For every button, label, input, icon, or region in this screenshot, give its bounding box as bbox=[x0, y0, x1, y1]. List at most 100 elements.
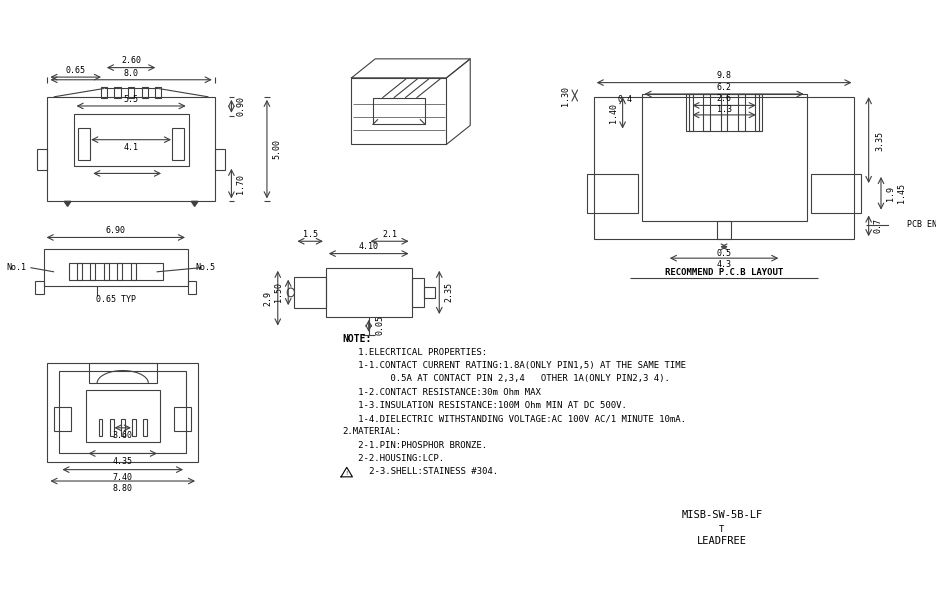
Bar bbox=[593, 97, 855, 239]
Bar bbox=[352, 78, 446, 144]
Text: 5.00: 5.00 bbox=[272, 139, 281, 159]
Text: 0.05: 0.05 bbox=[375, 315, 385, 335]
Text: 2.6: 2.6 bbox=[717, 95, 732, 103]
Bar bbox=[74, 113, 188, 166]
Text: 2.60: 2.60 bbox=[121, 56, 141, 65]
Text: 0.65: 0.65 bbox=[66, 66, 86, 75]
Text: 2-1.PIN:PHOSPHOR BRONZE.: 2-1.PIN:PHOSPHOR BRONZE. bbox=[342, 441, 487, 450]
Bar bbox=[48, 97, 214, 201]
Text: 0.90: 0.90 bbox=[237, 96, 245, 116]
Bar bbox=[641, 94, 807, 221]
Text: 3.35: 3.35 bbox=[875, 132, 885, 152]
Bar bbox=[77, 264, 81, 280]
Text: 1-2.CONTACT RESISTANCE:30m Ohm MAX: 1-2.CONTACT RESISTANCE:30m Ohm MAX bbox=[342, 388, 541, 396]
Text: 1.ELECRTICAL PROPERTIES:: 1.ELECRTICAL PROPERTIES: bbox=[342, 348, 487, 357]
Text: 0.4: 0.4 bbox=[617, 95, 632, 104]
Text: 1.50: 1.50 bbox=[274, 282, 284, 302]
Text: 8.0: 8.0 bbox=[124, 68, 139, 78]
Text: MISB-SW-5B-LF: MISB-SW-5B-LF bbox=[681, 510, 763, 520]
Bar bbox=[101, 87, 107, 98]
Text: 1.9: 1.9 bbox=[886, 186, 895, 201]
Bar bbox=[174, 407, 191, 431]
Text: 4.10: 4.10 bbox=[358, 242, 379, 251]
Text: 1.40: 1.40 bbox=[608, 103, 618, 123]
Bar bbox=[755, 94, 762, 132]
Bar bbox=[60, 371, 186, 453]
Bar bbox=[141, 87, 148, 98]
Bar bbox=[686, 94, 693, 132]
Text: 0.5A AT CONTACT PIN 2,3,4   OTHER 1A(ONLY PIN2,3 4).: 0.5A AT CONTACT PIN 2,3,4 OTHER 1A(ONLY … bbox=[342, 375, 670, 383]
Bar bbox=[214, 149, 226, 170]
Bar bbox=[155, 87, 161, 98]
Bar bbox=[121, 419, 124, 436]
Polygon shape bbox=[65, 201, 71, 207]
Text: 4.35: 4.35 bbox=[112, 456, 133, 465]
Text: T: T bbox=[719, 525, 724, 534]
Text: NOTE:: NOTE: bbox=[342, 335, 372, 344]
Bar bbox=[114, 87, 121, 98]
Text: 6.2: 6.2 bbox=[717, 83, 732, 92]
Text: 4.3: 4.3 bbox=[717, 261, 732, 269]
Bar bbox=[326, 268, 412, 317]
Bar bbox=[90, 264, 95, 280]
Text: 5.5: 5.5 bbox=[124, 95, 139, 104]
Bar bbox=[104, 264, 109, 280]
Text: 2.35: 2.35 bbox=[445, 282, 453, 302]
Bar bbox=[54, 407, 71, 431]
Text: 0.5: 0.5 bbox=[717, 249, 732, 258]
Bar bbox=[78, 128, 91, 159]
Polygon shape bbox=[191, 201, 198, 207]
Text: 2.9: 2.9 bbox=[264, 291, 272, 305]
Text: LEADFREE: LEADFREE bbox=[697, 536, 747, 547]
Bar bbox=[128, 87, 134, 98]
Bar bbox=[721, 94, 727, 132]
Bar bbox=[738, 94, 745, 132]
Bar bbox=[37, 149, 48, 170]
Bar bbox=[424, 287, 434, 298]
Text: 2-2.HOUSING:LCP.: 2-2.HOUSING:LCP. bbox=[342, 454, 444, 463]
Text: 2-3.SHELL:STAINESS #304.: 2-3.SHELL:STAINESS #304. bbox=[354, 467, 499, 476]
Bar bbox=[717, 221, 731, 239]
Bar bbox=[68, 264, 163, 280]
Text: 1.3: 1.3 bbox=[717, 105, 732, 114]
Bar bbox=[44, 249, 188, 287]
Bar bbox=[143, 419, 147, 436]
Text: No.5: No.5 bbox=[196, 263, 215, 272]
Text: !: ! bbox=[345, 470, 348, 476]
Text: 8.80: 8.80 bbox=[112, 484, 133, 493]
Text: 1.70: 1.70 bbox=[237, 173, 245, 193]
Text: 1-1.CONTACT CURRENT RATING:1.8A(ONLY PIN1,5) AT THE SAME TIME: 1-1.CONTACT CURRENT RATING:1.8A(ONLY PIN… bbox=[342, 361, 686, 370]
Bar bbox=[373, 98, 425, 124]
Text: PCB END: PCB END bbox=[907, 221, 936, 230]
Text: RECOMMEND P.C.B LAYOUT: RECOMMEND P.C.B LAYOUT bbox=[665, 268, 783, 277]
Bar bbox=[587, 174, 637, 213]
Text: 0.7: 0.7 bbox=[873, 218, 883, 233]
Text: 1.30: 1.30 bbox=[561, 85, 570, 105]
Bar bbox=[811, 174, 861, 213]
Text: 1.5: 1.5 bbox=[302, 230, 317, 239]
Text: 6.90: 6.90 bbox=[106, 226, 125, 235]
Text: 2.MATERIAL:: 2.MATERIAL: bbox=[342, 427, 402, 436]
Bar bbox=[690, 94, 759, 132]
Bar bbox=[704, 94, 710, 132]
Text: 7.40: 7.40 bbox=[112, 473, 133, 482]
Bar bbox=[295, 277, 326, 308]
Bar bbox=[110, 419, 113, 436]
Bar bbox=[48, 363, 198, 462]
Bar bbox=[131, 264, 136, 280]
Text: 3.60: 3.60 bbox=[112, 431, 133, 440]
Bar bbox=[85, 390, 160, 442]
Text: 1-4.DIELECTRIC WITHSTANDING VOLTAGE:AC 100V AC/1 MINUTE 10mA.: 1-4.DIELECTRIC WITHSTANDING VOLTAGE:AC 1… bbox=[342, 414, 686, 423]
Bar bbox=[172, 128, 184, 159]
Bar bbox=[98, 419, 102, 436]
Bar bbox=[36, 281, 44, 294]
Text: 0.65 TYP: 0.65 TYP bbox=[95, 295, 136, 304]
Text: 2.1: 2.1 bbox=[382, 230, 397, 239]
Text: 9.8: 9.8 bbox=[717, 72, 732, 81]
Bar bbox=[188, 281, 197, 294]
Bar bbox=[117, 264, 123, 280]
Text: 4.1: 4.1 bbox=[124, 143, 139, 152]
Text: No.1: No.1 bbox=[7, 263, 26, 272]
Bar bbox=[132, 419, 136, 436]
Text: 1.45: 1.45 bbox=[898, 183, 906, 203]
